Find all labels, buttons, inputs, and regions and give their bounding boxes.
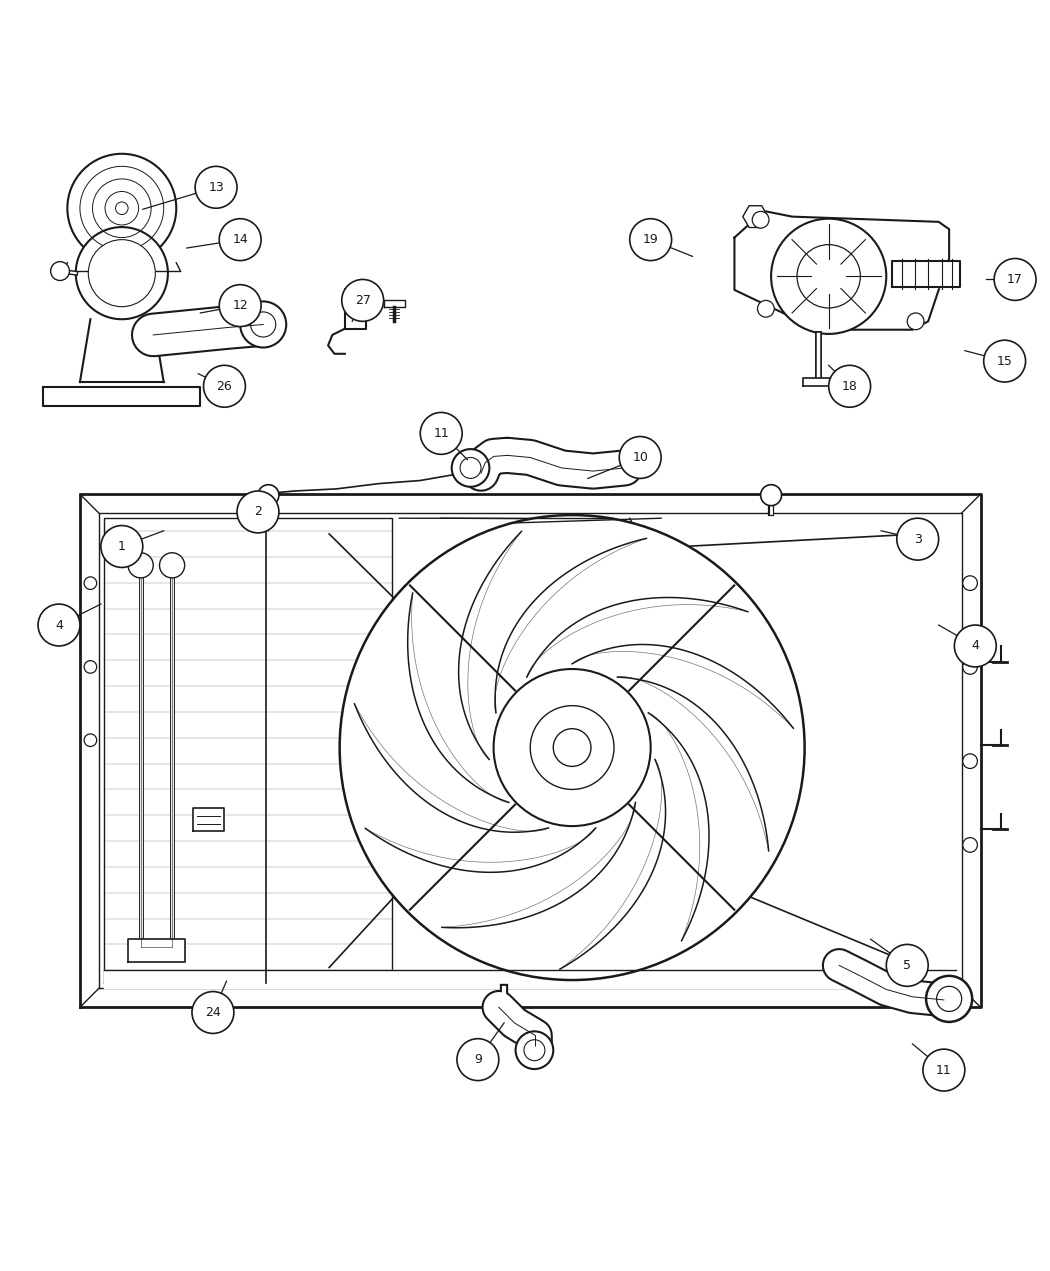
- Text: 11: 11: [936, 1064, 951, 1077]
- Text: 5: 5: [903, 958, 911, 972]
- Circle shape: [994, 258, 1036, 300]
- Text: 14: 14: [232, 233, 248, 247]
- Circle shape: [620, 436, 662, 478]
- Circle shape: [553, 728, 591, 766]
- Circle shape: [160, 553, 185, 578]
- Circle shape: [963, 838, 978, 853]
- Circle shape: [963, 576, 978, 591]
- Polygon shape: [80, 319, 164, 383]
- Circle shape: [50, 262, 69, 281]
- Circle shape: [771, 219, 886, 334]
- Circle shape: [530, 705, 614, 789]
- Circle shape: [219, 219, 261, 261]
- Text: 27: 27: [355, 294, 371, 306]
- Circle shape: [797, 244, 860, 308]
- Polygon shape: [63, 263, 181, 271]
- Polygon shape: [328, 329, 344, 353]
- Circle shape: [84, 577, 97, 590]
- Circle shape: [237, 491, 279, 533]
- Text: 24: 24: [205, 1007, 220, 1019]
- Circle shape: [926, 976, 972, 1022]
- Polygon shape: [128, 939, 185, 962]
- Polygon shape: [891, 261, 960, 287]
- Circle shape: [452, 449, 489, 487]
- Text: 17: 17: [1007, 273, 1023, 286]
- Text: 26: 26: [216, 380, 232, 393]
- Circle shape: [101, 525, 143, 567]
- Text: 11: 11: [434, 427, 449, 440]
- Text: 13: 13: [208, 180, 224, 193]
- Circle shape: [457, 1038, 499, 1080]
- Circle shape: [38, 604, 80, 646]
- Circle shape: [258, 484, 279, 506]
- Text: 9: 9: [474, 1054, 482, 1066]
- Circle shape: [923, 1049, 965, 1091]
- Polygon shape: [734, 211, 949, 329]
- Polygon shape: [802, 377, 834, 386]
- Text: 3: 3: [914, 533, 922, 545]
- Circle shape: [341, 280, 383, 322]
- Circle shape: [984, 341, 1026, 383]
- Circle shape: [963, 660, 978, 674]
- Circle shape: [195, 167, 237, 208]
- Circle shape: [886, 944, 928, 986]
- Circle shape: [192, 991, 234, 1033]
- Circle shape: [907, 313, 924, 329]
- Circle shape: [744, 206, 765, 228]
- Circle shape: [219, 285, 261, 327]
- Circle shape: [954, 625, 996, 667]
- Circle shape: [240, 301, 287, 347]
- Text: 4: 4: [971, 639, 980, 652]
- Circle shape: [67, 154, 176, 263]
- Circle shape: [420, 413, 462, 454]
- Polygon shape: [742, 206, 768, 228]
- Circle shape: [752, 211, 769, 228]
- Circle shape: [494, 669, 651, 826]
- Circle shape: [128, 553, 153, 578]
- Text: 12: 12: [232, 299, 248, 313]
- Text: 19: 19: [643, 233, 658, 247]
- Circle shape: [84, 661, 97, 674]
- Text: 4: 4: [55, 619, 63, 632]
- Circle shape: [84, 733, 97, 746]
- Text: 18: 18: [842, 380, 858, 393]
- Circle shape: [630, 219, 672, 261]
- Circle shape: [963, 754, 978, 769]
- Polygon shape: [193, 808, 225, 831]
- Polygon shape: [344, 289, 365, 329]
- Polygon shape: [383, 300, 404, 306]
- Text: 10: 10: [632, 451, 648, 464]
- Circle shape: [204, 365, 246, 407]
- Circle shape: [760, 484, 781, 506]
- Text: 2: 2: [254, 506, 261, 519]
- Circle shape: [757, 300, 774, 318]
- Polygon shape: [43, 388, 201, 407]
- Text: 1: 1: [118, 540, 126, 553]
- Circle shape: [516, 1031, 553, 1069]
- Circle shape: [897, 519, 939, 561]
- Text: 15: 15: [996, 355, 1012, 367]
- Circle shape: [339, 515, 804, 980]
- Circle shape: [76, 228, 168, 319]
- Polygon shape: [104, 970, 957, 989]
- Circle shape: [828, 365, 870, 407]
- Circle shape: [88, 240, 155, 306]
